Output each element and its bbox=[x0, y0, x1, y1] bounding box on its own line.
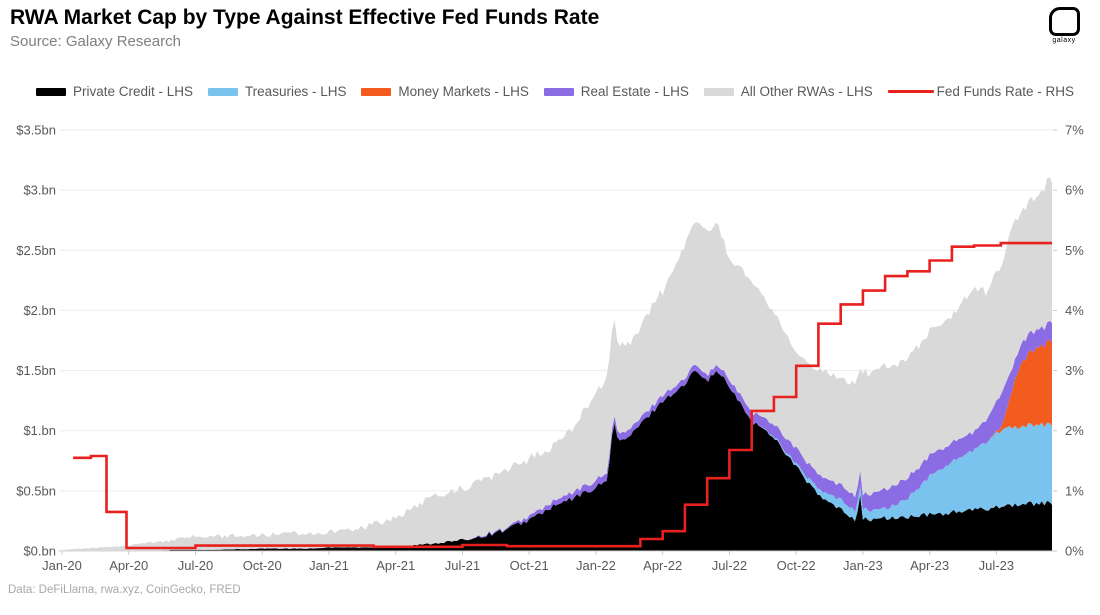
y-left-tick-label: $3.5bn bbox=[16, 123, 56, 138]
chart-legend: Private Credit - LHS Treasuries - LHS Mo… bbox=[36, 84, 1074, 99]
y-left-tick-label: $0.bn bbox=[23, 544, 56, 559]
y-left-tick-label: $1.bn bbox=[23, 423, 56, 438]
y-left-tick-label: $2.5bn bbox=[16, 243, 56, 258]
area-all-other-rwas bbox=[62, 177, 1052, 551]
stacked-areas bbox=[62, 177, 1052, 551]
all-other-rwas-swatch-icon bbox=[703, 87, 734, 96]
legend-item-money-markets: Money Markets - LHS bbox=[361, 84, 529, 99]
x-tick-label: Jul-22 bbox=[712, 558, 747, 573]
x-tick-label: Oct-20 bbox=[243, 558, 282, 573]
x-tick-label: Jan-23 bbox=[843, 558, 883, 573]
y-right-tick-label: 2% bbox=[1065, 423, 1084, 438]
x-tick-label: Apr-23 bbox=[910, 558, 949, 573]
y-left-tick-label: $0.5bn bbox=[16, 483, 56, 498]
galaxy-logo: galaxy bbox=[1042, 7, 1086, 44]
y-right-tick-label: 1% bbox=[1065, 483, 1084, 498]
x-tick-label: Oct-21 bbox=[510, 558, 549, 573]
y-right-tick-label: 3% bbox=[1065, 363, 1084, 378]
galaxy-logo-icon bbox=[1048, 7, 1080, 36]
data-credits: Data: DeFiLlama, rwa.xyz, CoinGecko, FRE… bbox=[8, 584, 241, 596]
x-tick-label: Jan-20 bbox=[42, 558, 82, 573]
y-right-tick-label: 4% bbox=[1065, 303, 1084, 318]
y-left-tick-label: $1.5bn bbox=[16, 363, 56, 378]
x-tick-label: Jul-20 bbox=[178, 558, 213, 573]
x-tick-label: Apr-21 bbox=[376, 558, 415, 573]
legend-label: Real Estate - LHS bbox=[580, 84, 689, 99]
x-tick-label: Apr-20 bbox=[109, 558, 148, 573]
money-markets-swatch-icon bbox=[361, 87, 392, 96]
area-real-estate bbox=[62, 320, 1052, 551]
gridlines bbox=[60, 129, 1052, 552]
x-tick-label: Apr-22 bbox=[643, 558, 682, 573]
area-private-credit bbox=[62, 370, 1052, 551]
private-credit-swatch-icon bbox=[36, 87, 66, 96]
fed-funds-rate-line-icon bbox=[887, 90, 934, 93]
y-right-tick-label: 0% bbox=[1065, 544, 1084, 559]
axis-labels: $0.bn $0.5bn $1.bn $1.5bn $2.bn $2.5bn $3.bn $3… bbox=[16, 123, 1084, 574]
x-tick-label: Jan-21 bbox=[309, 558, 349, 573]
y-right-tick-label: 7% bbox=[1065, 123, 1084, 138]
axes bbox=[58, 129, 1057, 555]
x-tick-label: Oct-22 bbox=[777, 558, 816, 573]
legend-label: All Other RWAs - LHS bbox=[740, 84, 873, 99]
legend-label: Money Markets - LHS bbox=[398, 84, 529, 99]
treasuries-swatch-icon bbox=[207, 87, 238, 96]
x-tick-label: Jul-23 bbox=[979, 558, 1014, 573]
chart-subtitle: Source: Galaxy Research bbox=[10, 33, 181, 50]
legend-item-all-other-rwas: All Other RWAs - LHS bbox=[703, 84, 873, 99]
legend-label: Treasuries - LHS bbox=[244, 84, 347, 99]
legend-item-real-estate: Real Estate - LHS bbox=[543, 84, 689, 99]
legend-label: Private Credit - LHS bbox=[73, 84, 194, 99]
y-right-tick-label: 5% bbox=[1065, 243, 1084, 258]
y-right-tick-label: 6% bbox=[1065, 183, 1084, 198]
y-left-tick-label: $3.bn bbox=[23, 183, 56, 198]
x-tick-label: Jul-21 bbox=[445, 558, 480, 573]
real-estate-swatch-icon bbox=[543, 87, 574, 96]
x-tick-label: Jan-22 bbox=[576, 558, 616, 573]
legend-item-treasuries: Treasuries - LHS bbox=[207, 84, 347, 99]
legend-label: Fed Funds Rate - RHS bbox=[936, 84, 1074, 99]
legend-item-private-credit: Private Credit - LHS bbox=[36, 84, 193, 99]
y-left-tick-label: $2.bn bbox=[23, 303, 56, 318]
fed-funds-rate-line bbox=[73, 241, 1052, 550]
galaxy-logo-label: galaxy bbox=[1052, 37, 1076, 44]
legend-item-fed-funds-rate: Fed Funds Rate - RHS bbox=[887, 84, 1074, 99]
page-title: RWA Market Cap by Type Against Effective… bbox=[10, 6, 600, 29]
